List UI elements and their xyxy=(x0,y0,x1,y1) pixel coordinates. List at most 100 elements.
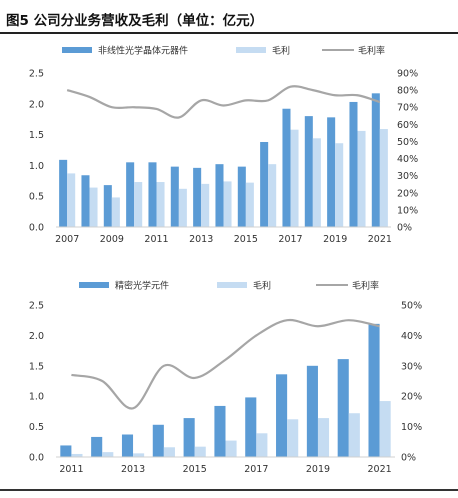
legend: 精密光学元件 毛利 毛利率 xyxy=(79,280,379,292)
bar-gross-profit xyxy=(357,130,366,227)
bar-gross-profit xyxy=(194,446,206,457)
bar-revenue xyxy=(306,365,318,457)
y-left-tick-label: 0.0 xyxy=(29,223,44,234)
bar-revenue xyxy=(260,141,269,227)
bar-gross-profit xyxy=(256,433,268,457)
bar-revenue xyxy=(121,434,134,457)
bar-gross-profit xyxy=(111,197,120,227)
bar-gross-profit xyxy=(163,447,175,457)
y-left-tick-label: 2.0 xyxy=(29,331,44,342)
bar-gross-profit xyxy=(178,188,187,227)
x-tick-label: 2011 xyxy=(59,464,83,475)
y-right-tick-label: 20% xyxy=(397,188,418,199)
figure-bottom-rule xyxy=(0,489,458,491)
bar-gross-profit xyxy=(102,452,114,457)
x-tick-label: 2019 xyxy=(306,464,330,475)
y-right-tick-label: 50% xyxy=(397,137,418,148)
bar-revenue xyxy=(304,116,313,227)
legend-label: 非线性光学晶体元器件 xyxy=(98,45,188,57)
bar-gross-profit xyxy=(287,419,299,457)
y-right-tick-label: 0% xyxy=(397,223,412,234)
x-tick-label: 2013 xyxy=(121,464,145,475)
bar-gross-profit xyxy=(133,453,145,457)
bar-revenue xyxy=(170,166,179,227)
y-left-tick-label: 1.5 xyxy=(29,130,44,141)
bar-revenue xyxy=(91,436,103,457)
bar-revenue xyxy=(152,424,164,457)
y-right-tick-label: 10% xyxy=(401,422,422,433)
y-right-tick-label: 30% xyxy=(401,361,422,372)
legend-swatch xyxy=(62,47,92,53)
bar-gross-profit xyxy=(290,129,299,227)
figure-title: 图5 公司分业务营收及毛利（单位：亿元） xyxy=(6,13,264,29)
x-tick-label: 2021 xyxy=(367,464,391,475)
bar-gross-profit xyxy=(245,182,254,227)
bar-revenue xyxy=(215,164,224,227)
line-gross-margin xyxy=(66,85,381,119)
bar-gross-profit xyxy=(379,129,388,227)
bar-revenue xyxy=(59,159,68,227)
bar-revenue xyxy=(103,185,112,227)
x-tick-label: 2011 xyxy=(144,234,168,245)
legend-label: 毛利率 xyxy=(352,280,379,292)
y-right-tick-label: 90% xyxy=(397,69,418,80)
bar-revenue xyxy=(193,167,202,227)
bar-revenue xyxy=(368,323,380,457)
y-right-tick-label: 10% xyxy=(397,205,418,216)
bar-gross-profit xyxy=(317,418,330,457)
bar-gross-profit xyxy=(67,173,76,227)
bar-revenue xyxy=(81,175,90,227)
y-left-tick-label: 0.0 xyxy=(29,453,44,464)
bar-revenue xyxy=(126,162,135,227)
bar-revenue xyxy=(337,359,349,457)
legend-label: 毛利 xyxy=(253,280,271,292)
y-left-tick-label: 2.0 xyxy=(29,99,44,110)
y-left-tick-label: 1.0 xyxy=(29,161,44,172)
bar-revenue xyxy=(214,405,226,457)
bar-gross-profit xyxy=(156,182,165,227)
x-tick-label: 2019 xyxy=(323,234,347,245)
bar-gross-profit xyxy=(134,182,143,227)
bar-revenue xyxy=(349,101,358,227)
bar-revenue xyxy=(371,93,380,227)
y-right-tick-label: 30% xyxy=(397,171,418,182)
bar-gross-profit xyxy=(335,143,344,227)
y-left-tick-label: 2.5 xyxy=(29,301,44,312)
bar-revenue xyxy=(245,397,257,457)
bar-gross-profit xyxy=(223,181,232,227)
x-tick-label: 2021 xyxy=(368,234,392,245)
bar-gross-profit xyxy=(312,138,321,227)
y-right-tick-label: 60% xyxy=(397,120,418,131)
x-tick-label: 2015 xyxy=(183,464,207,475)
bar-gross-profit xyxy=(89,187,98,227)
bar-revenue xyxy=(237,166,246,227)
bar-gross-profit xyxy=(71,453,83,457)
y-left-tick-label: 0.5 xyxy=(29,192,44,203)
legend-swatch xyxy=(236,47,266,53)
chart-nonlinear-optical-crystal: 0.0 0.5 1.0 1.5 2.0 2.5 0% 10% 20% 30% 40% 50% 60% 70… xyxy=(29,45,418,246)
x-tick-label: 2017 xyxy=(278,234,302,245)
bar-gross-profit xyxy=(268,164,277,227)
figure-title-bar: 图5 公司分业务营收及毛利（单位：亿元） xyxy=(0,0,458,34)
bar-revenue xyxy=(183,418,195,457)
x-tick-label: 2007 xyxy=(55,234,79,245)
x-tick-label: 2017 xyxy=(244,464,268,475)
bar-revenue xyxy=(148,162,157,227)
bar-revenue xyxy=(276,374,288,457)
y-left-tick-label: 1.5 xyxy=(29,361,44,372)
chart-precision-optical-components: 0.0 0.5 1.0 1.5 2.0 2.5 0% 10% 20% 30% 40% 50% 2011 2… xyxy=(29,280,422,476)
bar-revenue xyxy=(282,108,291,227)
bar-gross-profit xyxy=(201,183,210,227)
bar-revenue xyxy=(60,445,72,457)
y-left-tick-label: 0.5 xyxy=(29,422,44,433)
y-right-tick-label: 0% xyxy=(401,453,416,464)
legend-swatch xyxy=(217,282,247,288)
bar-gross-profit xyxy=(225,440,237,457)
x-tick-label: 2009 xyxy=(100,234,124,245)
y-right-tick-label: 70% xyxy=(397,103,418,114)
x-tick-label: 2015 xyxy=(234,234,258,245)
bar-gross-profit xyxy=(348,413,360,457)
y-right-tick-label: 40% xyxy=(401,331,422,342)
legend-label: 精密光学元件 xyxy=(115,280,169,292)
bar-gross-profit xyxy=(379,401,391,457)
